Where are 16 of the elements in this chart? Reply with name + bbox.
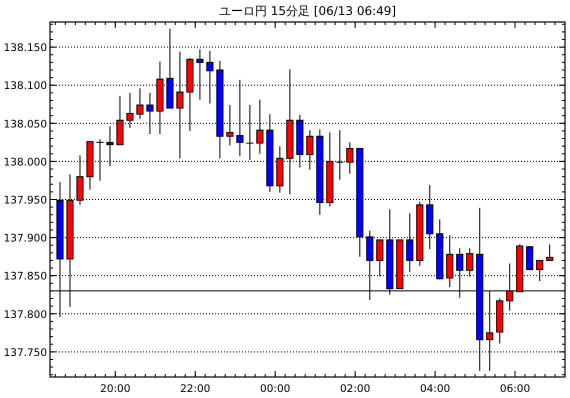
y-tick-label: 138.150 — [4, 42, 47, 54]
y-tick-label: 137.900 — [4, 232, 47, 245]
x-tick-label: 02:00 — [340, 383, 370, 395]
y-tick-label: 138.000 — [4, 156, 47, 168]
y-tick-label: 138.050 — [4, 118, 47, 130]
x-tick-label: 04:00 — [420, 383, 450, 395]
y-tick-label: 138.100 — [4, 80, 47, 92]
y-tick-label: 137.750 — [4, 346, 47, 359]
x-tick-label: 22:00 — [180, 383, 210, 395]
x-tick-label: 00:00 — [260, 383, 290, 395]
y-tick-label: 137.850 — [4, 270, 47, 283]
y-tick-label: 137.950 — [4, 194, 47, 206]
x-tick-label: 20:00 — [100, 383, 130, 395]
y-tick-label: 137.800 — [4, 308, 47, 321]
x-tick-label: 06:00 — [500, 383, 530, 395]
chart-title: ユーロ円 15分足 [06/13 06:49] — [218, 4, 396, 18]
